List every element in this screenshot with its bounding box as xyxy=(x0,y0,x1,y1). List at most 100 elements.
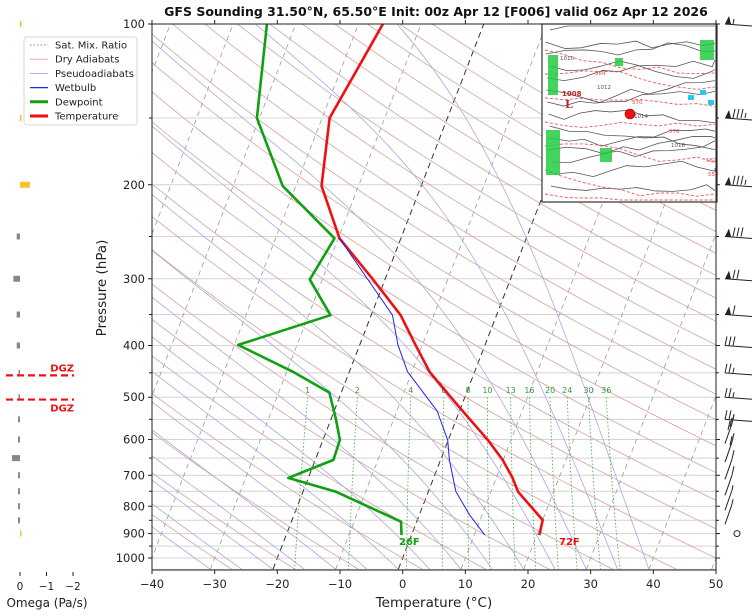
pressure-contour xyxy=(549,60,716,79)
wind-barb xyxy=(724,108,753,121)
wind-barb xyxy=(733,530,741,538)
dewpoint-line xyxy=(236,24,403,536)
mixing-ratio-label: 20 xyxy=(545,386,555,395)
pseudoadiabat-line xyxy=(152,503,242,570)
pressure-contour xyxy=(549,128,716,147)
mixing-ratio-line xyxy=(405,397,412,570)
omega-bar xyxy=(18,394,20,401)
wetbulb-line xyxy=(339,238,486,536)
y-tick-label: 600 xyxy=(123,433,145,447)
pressure-contour xyxy=(553,160,716,178)
barb-half xyxy=(732,18,735,25)
omega-bar xyxy=(20,21,22,27)
omega-bar xyxy=(18,503,20,510)
wind-barb xyxy=(724,269,753,282)
dgz-label: DGZ xyxy=(50,404,74,415)
barb-full xyxy=(732,269,736,279)
barb-full xyxy=(732,227,736,237)
y-tick-label: 300 xyxy=(123,272,145,286)
omega-bar xyxy=(20,115,22,122)
mixing-ratio-label: 13 xyxy=(506,386,516,395)
barb-full xyxy=(732,175,736,185)
barb-half xyxy=(744,179,747,185)
wind-barb xyxy=(724,466,735,496)
x-tick-label: −20 xyxy=(265,577,289,591)
barb-staff xyxy=(724,184,753,188)
barb-half xyxy=(732,367,735,373)
barb-full xyxy=(728,336,732,346)
contour-label: 1016 xyxy=(671,143,685,149)
mixing-ratio-label: 2 xyxy=(355,386,360,395)
omega-bar xyxy=(18,436,20,443)
mixing-ratio-line xyxy=(294,397,309,570)
profile-lines xyxy=(236,24,544,536)
mixing-ratio-line xyxy=(588,397,601,570)
legend-label: Temperature xyxy=(54,112,118,123)
y-tick-label: 200 xyxy=(123,178,145,192)
mixing-ratio-labels: 1 2 4 6 8 10 13 16 20 24 30 36 xyxy=(305,386,611,395)
dry-adiabat-line xyxy=(152,355,487,570)
calm-circle xyxy=(733,530,741,538)
mixing-ratio-line xyxy=(566,397,578,570)
barb-flag xyxy=(725,110,731,119)
x-tick-label: 20 xyxy=(521,577,536,591)
mixing-ratio-line xyxy=(549,397,559,570)
barb-full xyxy=(732,305,736,315)
mixing-ratio-label: 30 xyxy=(583,386,593,395)
contour-label: 564 xyxy=(595,71,606,77)
omega-bar xyxy=(18,416,20,423)
barb-staff xyxy=(724,423,733,444)
legend-label: Wetbulb xyxy=(55,83,96,94)
pseudoadiabat-line xyxy=(152,401,368,570)
omega-axis-label: Omega (Pa/s) xyxy=(6,596,87,610)
pressure-contour xyxy=(552,136,716,164)
dry-adiabat-line xyxy=(204,24,716,346)
y-tick-label: 1000 xyxy=(116,551,145,565)
omega-panel: 0 −1 −2 DGZ DGZ xyxy=(6,21,81,593)
height-contour xyxy=(544,70,716,90)
dry-adiabat-line xyxy=(152,183,716,530)
barb-flag xyxy=(725,176,731,185)
barb-staff xyxy=(724,278,753,282)
omega-tick-label: −1 xyxy=(39,581,54,593)
height-contour xyxy=(544,121,716,128)
precip-shade xyxy=(600,148,612,162)
legend-label: Sat. Mix. Ratio xyxy=(55,41,127,52)
barb-full xyxy=(736,269,740,279)
barb-full xyxy=(729,417,733,427)
isotherm-line xyxy=(152,24,297,398)
isotherm-line xyxy=(209,24,422,570)
omega-tick-label: −2 xyxy=(65,581,80,593)
pseudoadiabat-line xyxy=(152,249,493,570)
barb-half xyxy=(732,392,735,398)
dry-adiabat-line xyxy=(334,24,716,254)
barb-full xyxy=(731,466,735,476)
omega-bar xyxy=(12,455,20,462)
low-pressure-label: L xyxy=(565,98,573,111)
barb-full xyxy=(736,108,740,119)
barb-full xyxy=(740,108,744,119)
mixing-ratio-line xyxy=(347,397,358,570)
barb-full xyxy=(732,336,736,346)
omega-tick-label: 0 xyxy=(17,581,24,593)
wind-barb xyxy=(724,414,735,444)
y-tick-label: 800 xyxy=(123,499,145,513)
omega-bar xyxy=(18,488,20,495)
barb-staff xyxy=(724,490,733,511)
omega-bar xyxy=(18,369,20,376)
dry-adiabat-line xyxy=(152,472,296,570)
omega-bar xyxy=(16,311,20,318)
x-tick-label: 30 xyxy=(583,577,598,591)
barb-staff xyxy=(724,459,733,480)
mixing-ratio-label: 8 xyxy=(466,386,471,395)
omega-bar xyxy=(13,275,20,282)
barb-staff xyxy=(724,236,753,239)
barb-flag xyxy=(725,16,731,24)
barb-full xyxy=(731,414,735,424)
pressure-contour xyxy=(547,91,716,107)
dry-adiabat-line xyxy=(152,62,716,421)
barb-half xyxy=(744,112,747,119)
height-contour xyxy=(544,193,715,201)
x-tick-label: −30 xyxy=(203,577,227,591)
